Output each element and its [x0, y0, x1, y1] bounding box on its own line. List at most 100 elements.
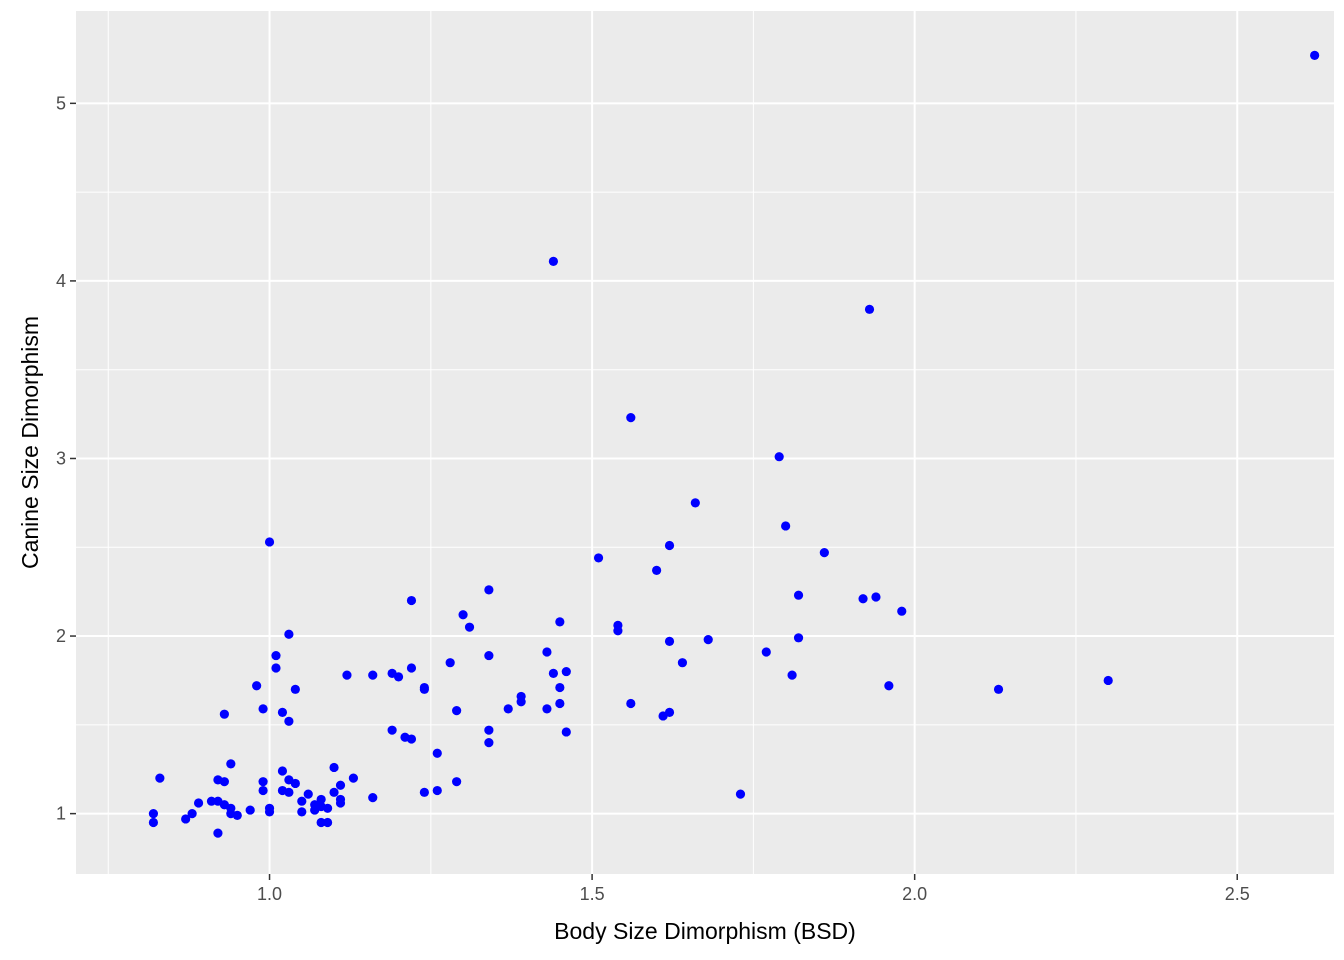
x-tick-label: 2.0 — [902, 884, 927, 904]
data-point — [626, 413, 636, 423]
data-point — [548, 668, 558, 678]
x-tick-label: 1.0 — [257, 884, 282, 904]
data-point — [271, 650, 281, 661]
data-point — [664, 540, 675, 551]
data-point — [368, 793, 378, 803]
data-point — [264, 537, 275, 547]
data-point — [516, 691, 526, 702]
data-point — [555, 617, 565, 627]
data-point — [335, 794, 346, 805]
data-point — [774, 452, 784, 462]
data-point — [290, 778, 300, 789]
data-point — [368, 670, 378, 680]
data-point — [316, 794, 326, 805]
data-point — [297, 796, 307, 806]
data-point — [406, 595, 417, 606]
data-point — [284, 787, 294, 797]
data-point — [258, 785, 268, 796]
y-axis-title: Canine Size Dimorphism — [17, 316, 43, 569]
data-point — [652, 565, 662, 575]
data-point — [187, 809, 197, 819]
data-point — [761, 647, 771, 657]
data-point — [897, 606, 907, 616]
data-point — [284, 629, 294, 639]
data-point — [781, 521, 791, 531]
data-point — [1103, 675, 1113, 686]
data-point — [329, 762, 339, 773]
data-point — [542, 647, 552, 657]
data-point — [452, 777, 462, 787]
plot-panel — [76, 11, 1334, 874]
data-point — [323, 803, 333, 813]
grid-layer — [76, 11, 1334, 874]
data-point — [664, 707, 675, 718]
data-point — [445, 658, 455, 668]
data-point — [793, 590, 804, 600]
y-tick-label: 5 — [56, 93, 66, 113]
data-point — [484, 585, 494, 595]
data-point — [406, 734, 417, 744]
data-point — [245, 805, 255, 815]
data-point — [419, 787, 429, 797]
data-point — [484, 737, 494, 748]
data-point — [277, 707, 288, 718]
data-point — [542, 704, 552, 714]
data-point — [432, 748, 442, 758]
data-point — [1310, 50, 1320, 60]
data-point — [793, 633, 804, 643]
data-point — [226, 759, 236, 769]
data-point — [193, 798, 204, 808]
data-point — [264, 803, 275, 813]
data-point — [297, 807, 307, 817]
data-point — [561, 727, 571, 737]
data-point — [664, 636, 675, 646]
y-tick-label: 1 — [56, 804, 66, 824]
data-point — [864, 304, 875, 314]
data-point — [858, 594, 868, 604]
data-point — [561, 666, 571, 677]
data-point — [406, 663, 417, 673]
data-point — [148, 817, 159, 828]
data-point — [155, 773, 165, 783]
data-point — [884, 681, 894, 691]
data-point — [303, 789, 313, 799]
data-point — [871, 592, 881, 602]
data-point — [329, 787, 339, 797]
data-point — [148, 809, 159, 819]
data-point — [393, 672, 404, 682]
data-point — [258, 704, 268, 714]
data-point — [206, 796, 217, 806]
data-point — [503, 704, 513, 714]
data-point — [219, 777, 229, 787]
data-point — [555, 682, 565, 693]
data-point — [703, 635, 713, 645]
data-point — [464, 622, 475, 632]
y-tick-label: 3 — [56, 448, 66, 468]
data-point — [819, 547, 829, 558]
x-tick-label: 2.5 — [1225, 884, 1250, 904]
data-point — [219, 709, 229, 719]
data-point — [593, 553, 604, 563]
data-point — [787, 670, 797, 680]
data-point — [613, 626, 623, 636]
data-point — [232, 810, 242, 821]
data-point — [626, 698, 636, 709]
data-point — [419, 682, 429, 693]
data-point — [290, 684, 300, 694]
data-point — [735, 789, 746, 799]
data-point — [252, 681, 262, 691]
y-tick-label: 4 — [56, 271, 66, 291]
x-axis-title: Body Size Dimorphism (BSD) — [554, 918, 856, 944]
data-point — [548, 256, 558, 266]
points-layer — [148, 50, 1320, 838]
data-point — [677, 658, 688, 668]
data-point — [432, 785, 442, 796]
x-axis: 1.0 1.5 2.0 2.5 — [257, 874, 1250, 904]
data-point — [690, 498, 700, 508]
data-point — [323, 817, 333, 828]
y-tick-label: 2 — [56, 626, 66, 646]
data-point — [452, 706, 462, 716]
x-tick-label: 1.5 — [580, 884, 605, 904]
